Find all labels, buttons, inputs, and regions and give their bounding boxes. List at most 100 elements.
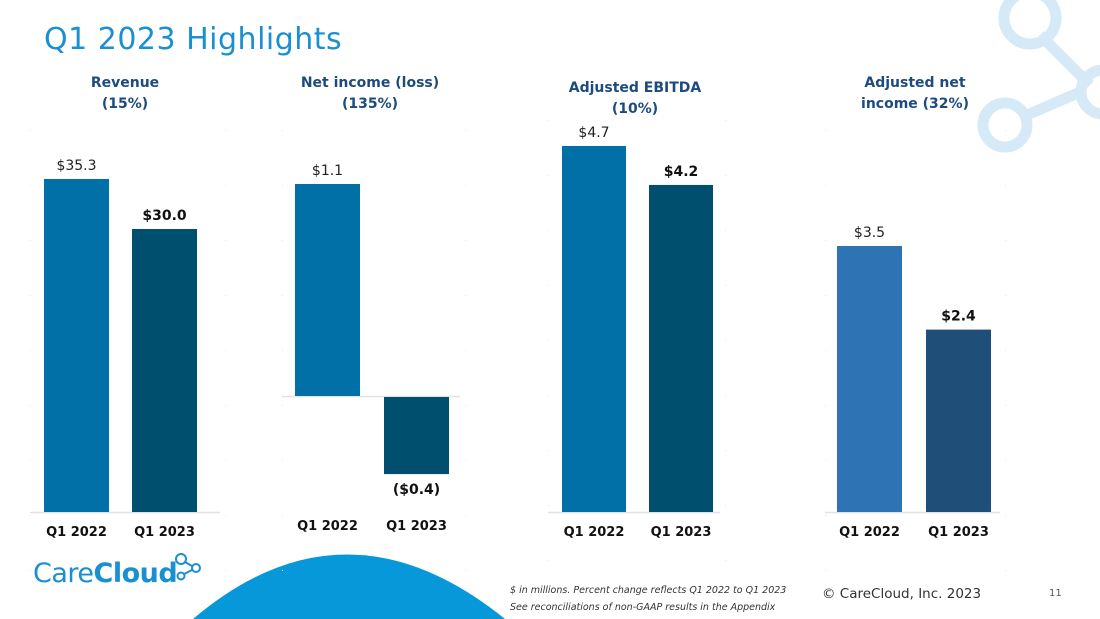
gridline-tick (282, 350, 283, 351)
gridline-tick (465, 460, 466, 461)
gridline-tick (225, 405, 226, 406)
gridline-tick (1005, 570, 1006, 571)
decorative-arc (193, 554, 505, 619)
gridline-tick (1005, 460, 1006, 461)
bar-q1-2023 (132, 228, 197, 512)
data-label: $4.2 (664, 164, 699, 180)
gridline-tick (225, 515, 226, 516)
gridline-tick (548, 505, 549, 506)
chart-title-adjusted-ebitda: Adjusted EBITDA (10%) (555, 78, 715, 120)
gridline-tick (1005, 350, 1006, 351)
x-tick-label: Q1 2022 (46, 525, 107, 540)
bar-q1-2022 (562, 146, 626, 512)
page-number: 11 (1049, 588, 1062, 599)
gridline-tick (30, 185, 31, 186)
gridline-tick (725, 120, 726, 121)
gridline-tick (282, 570, 283, 571)
gridline-tick (825, 295, 826, 296)
gridline-tick (825, 130, 826, 131)
copyright: © CareCloud, Inc. 2023 (822, 586, 982, 602)
x-tick-label: Q1 2022 (839, 525, 900, 540)
gridline-tick (1005, 185, 1006, 186)
gridline-tick (1005, 130, 1006, 131)
x-tick-label: Q1 2022 (564, 525, 625, 540)
gridline-tick (825, 185, 826, 186)
chart-title-text: Adjusted net (864, 75, 966, 91)
bar-q1-2022 (295, 184, 360, 396)
gridline-tick (548, 120, 549, 121)
gridline-tick (825, 460, 826, 461)
footnote-line-2: See reconciliations of non-GAAP results … (510, 602, 776, 613)
carecloud-logo: CareCloud (33, 553, 201, 589)
gridline-tick (282, 185, 283, 186)
gridline-tick (548, 285, 549, 286)
gridline-tick (725, 175, 726, 176)
gridline-tick (465, 240, 466, 241)
bar-q1-2022 (837, 246, 902, 512)
gridline-tick (30, 515, 31, 516)
gridline-tick (282, 240, 283, 241)
gridline-tick (725, 395, 726, 396)
gridline-tick (1005, 405, 1006, 406)
footnote: $ in millions. Percent change reflects Q… (510, 582, 786, 616)
gridline-tick (225, 295, 226, 296)
gridline-tick (825, 515, 826, 516)
gridline-tick (465, 405, 466, 406)
gridline-tick (825, 405, 826, 406)
chart-title-text: Revenue (90, 75, 160, 91)
x-tick-label: Q1 2023 (386, 519, 447, 534)
gridline-tick (225, 240, 226, 241)
gridline-tick (825, 570, 826, 571)
gridline-tick (282, 515, 283, 516)
data-label: $2.4 (941, 309, 976, 325)
gridline-tick (1005, 240, 1006, 241)
chart-title-text: Net income (loss) (300, 75, 440, 91)
gridline-tick (225, 460, 226, 461)
gridline-tick (225, 570, 226, 571)
gridline-tick (1005, 515, 1006, 516)
gridline-tick (225, 130, 226, 131)
x-tick-label: Q1 2023 (928, 525, 989, 540)
gridline-tick (30, 240, 31, 241)
gridline-tick (548, 340, 549, 341)
gridline-tick (725, 285, 726, 286)
gridline-tick (465, 515, 466, 516)
gridline-tick (825, 350, 826, 351)
gridline-tick (548, 450, 549, 451)
x-tick-label: Q1 2022 (297, 519, 358, 534)
data-label: $4.7 (578, 125, 609, 141)
data-label: $30.0 (142, 208, 187, 224)
gridline-tick (725, 505, 726, 506)
gridline-tick (30, 570, 31, 571)
gridline-tick (465, 185, 466, 186)
gridline-tick (30, 350, 31, 351)
gridline-tick (825, 240, 826, 241)
gridline-tick (225, 350, 226, 351)
footnote-line-1: $ in millions. Percent change reflects Q… (510, 585, 787, 596)
chart-title-net-income: Net income (loss) (135%) (290, 73, 450, 115)
chart-subtitle-text: (10%) (611, 101, 659, 117)
bar-q1-2023 (926, 329, 991, 512)
gridline-tick (282, 130, 283, 131)
molecule-icon (175, 553, 201, 581)
gridline-tick (465, 130, 466, 131)
page-title: Q1 2023 Highlights (44, 22, 343, 57)
gridline-tick (548, 560, 549, 561)
gridline-tick (465, 570, 466, 571)
gridline-tick (30, 405, 31, 406)
bar-q1-2022 (44, 179, 109, 512)
bar-q1-2023 (384, 397, 449, 475)
chart-title-revenue: Revenue (15%) (60, 73, 190, 115)
gridline-tick (548, 395, 549, 396)
gridline-tick (30, 460, 31, 461)
data-label: $3.5 (854, 225, 885, 241)
data-label: $1.1 (312, 163, 343, 179)
gridline-tick (725, 230, 726, 231)
chart-subtitle-text: (135%) (341, 96, 399, 112)
chart-subtitle-text: income (32%) (861, 96, 969, 112)
chart-subtitle-text: (15%) (101, 96, 149, 112)
gridline-tick (548, 175, 549, 176)
gridline-tick (548, 230, 549, 231)
gridline-tick (725, 450, 726, 451)
logo-text-cloud: Cloud (93, 558, 178, 589)
